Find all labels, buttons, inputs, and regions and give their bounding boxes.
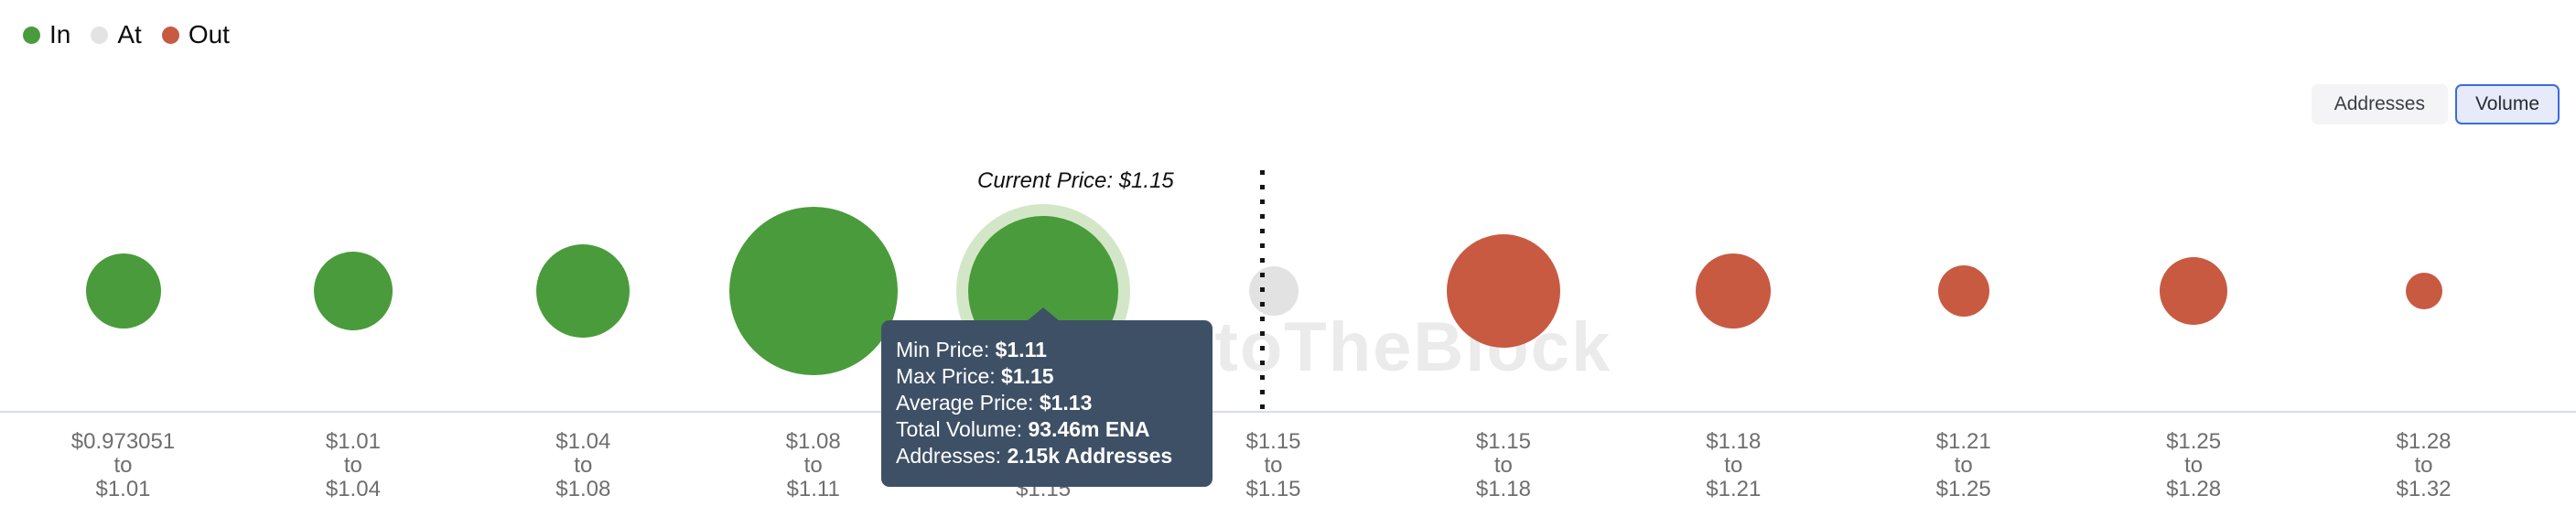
volume-button[interactable]: Volume — [2454, 84, 2560, 124]
x-axis-label: $1.18 to $1.21 — [1706, 429, 1762, 501]
x-axis-label: $1.15 to $1.15 — [1245, 429, 1301, 501]
current-price-label: Current Price: $1.15 — [977, 168, 1174, 193]
legend-item[interactable]: Out — [161, 20, 230, 49]
bubble-in-1.08[interactable] — [728, 207, 898, 375]
x-axis-label: $1.25 to $1.28 — [2166, 429, 2222, 501]
legend-item[interactable]: At — [91, 20, 142, 49]
bubble-at-1.15[interactable] — [1248, 266, 1299, 316]
x-axis-label: $1.15 to $1.18 — [1475, 429, 1531, 501]
bubble-out-1.25[interactable] — [2160, 257, 2228, 325]
legend-dot-icon — [161, 26, 179, 44]
tooltip-row: Min Price: $1.11 — [896, 338, 1047, 361]
x-axis-label: $1.28 to $1.32 — [2396, 429, 2452, 501]
tooltip-row: Max Price: $1.15 — [896, 364, 1054, 388]
x-axis-label: $0.973051 to $1.01 — [70, 429, 176, 501]
current-price-line — [1260, 170, 1265, 412]
bubble-in-1.04[interactable] — [536, 244, 631, 338]
bubble-out-1.21[interactable] — [1937, 265, 1989, 317]
addresses-button[interactable]: Addresses — [2311, 84, 2448, 124]
legend-item[interactable]: In — [23, 20, 70, 49]
legend-dot-icon — [23, 26, 40, 44]
bubble-out-1.28[interactable] — [2405, 273, 2442, 309]
bubble-in-0.973051[interactable] — [85, 253, 161, 329]
tooltip-row: Total Volume: 93.46m ENA — [896, 417, 1150, 441]
bubble-out-1.18[interactable] — [1696, 253, 1772, 329]
x-axis-label: $1.01 to $1.04 — [325, 429, 381, 501]
chart-tooltip: Min Price: $1.11 Max Price: $1.15 Averag… — [881, 307, 1213, 487]
x-axis-label: $1.04 to $1.08 — [555, 429, 611, 501]
x-axis-line — [0, 411, 2576, 413]
legend-dot-icon — [91, 26, 109, 44]
tooltip-row: Average Price: $1.13 — [896, 391, 1093, 415]
tooltip-row: Addresses: 2.15k Addresses — [896, 444, 1173, 468]
x-axis-label: $1.21 to $1.25 — [1935, 429, 1991, 501]
bubble-out-1.15[interactable] — [1446, 234, 1560, 348]
metric-toggle: Addresses Volume — [2311, 84, 2560, 124]
x-axis-label: $1.08 to $1.11 — [785, 429, 841, 501]
bubble-in-1.01[interactable] — [313, 252, 393, 330]
chart-legend: In At Out — [23, 20, 230, 49]
